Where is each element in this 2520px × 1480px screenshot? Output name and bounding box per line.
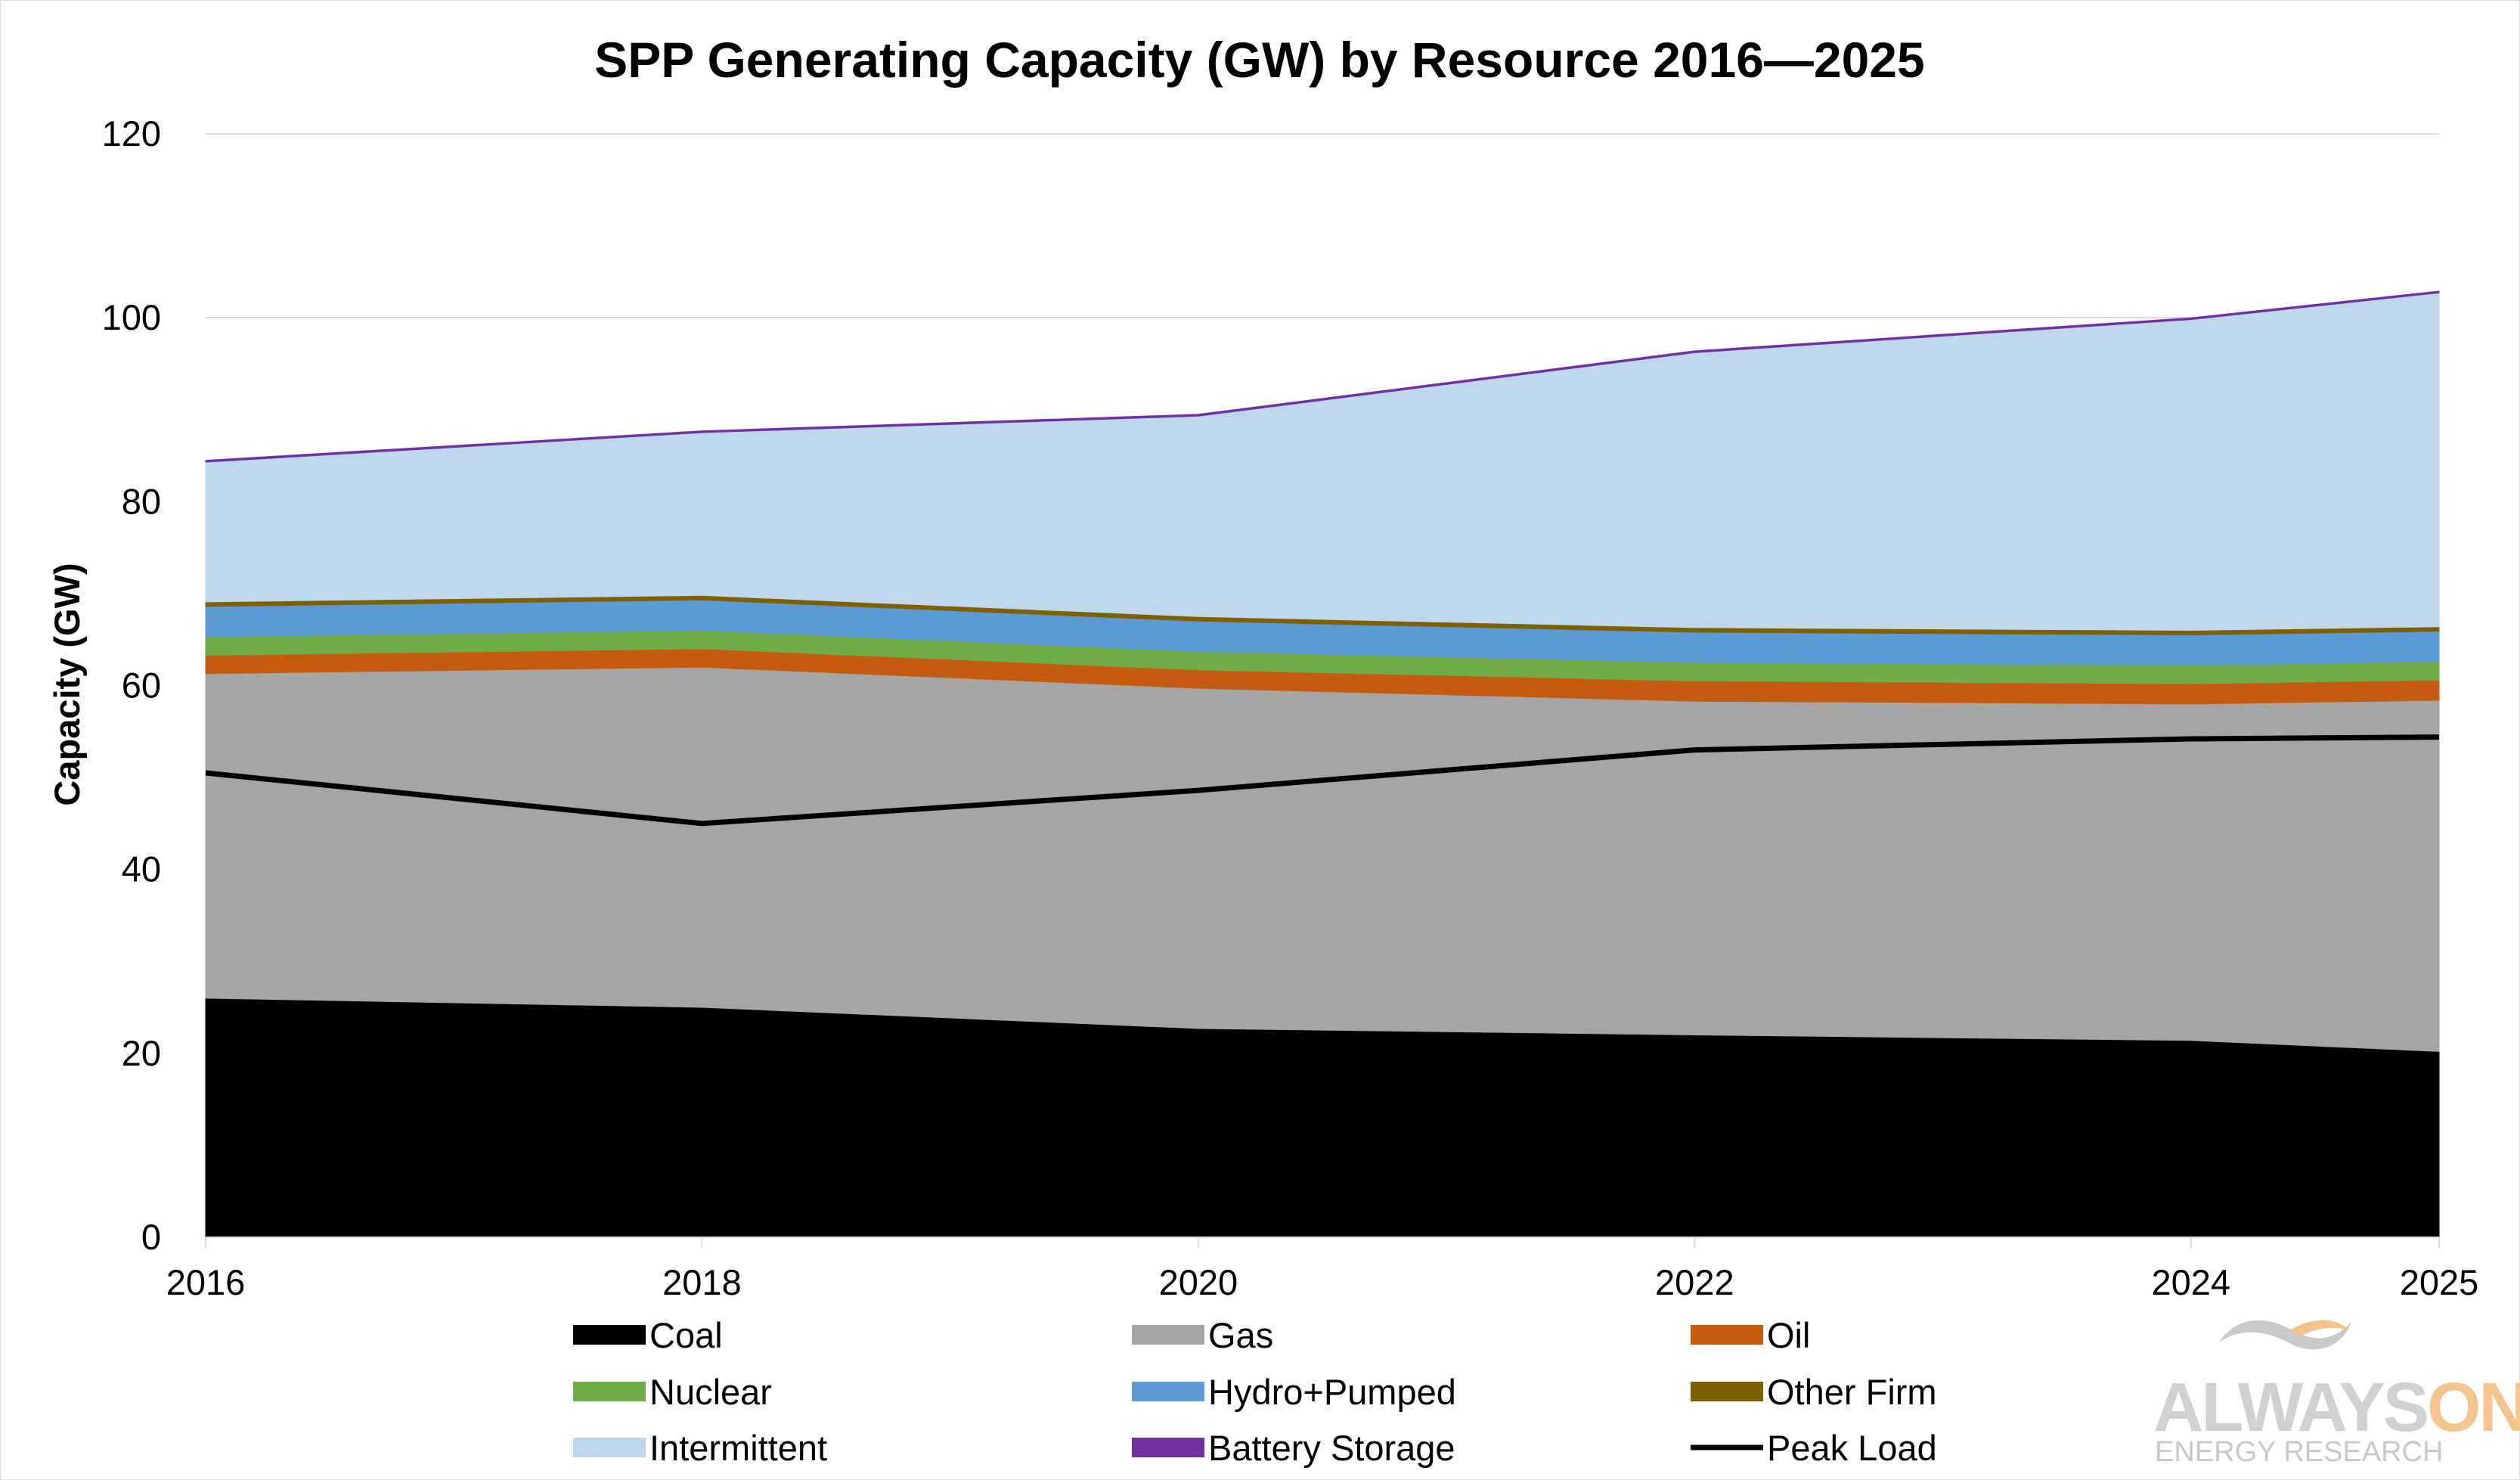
x-tick-label-2016: 2016 [166,1262,246,1302]
legend-item-battery-storage: Battery Storage [1132,1428,1455,1468]
legend-swatch-other-firm [1691,1382,1763,1401]
x-tick-label-2020: 2020 [1159,1262,1238,1302]
legend-label-nuclear: Nuclear [649,1372,772,1412]
area-gas [205,666,2440,1052]
legend-swatch-battery-storage [1132,1438,1204,1457]
legend-label-battery-storage: Battery Storage [1208,1428,1455,1468]
legend-item-nuclear: Nuclear [573,1372,772,1412]
legend-item-other-firm: Other Firm [1691,1372,1937,1412]
legend-label-other-firm: Other Firm [1767,1372,1937,1412]
y-tick-label-100: 100 [102,297,161,337]
legend-swatch-gas [1132,1325,1204,1345]
line-peak-load [205,734,2440,827]
legend-label-peak-load: Peak Load [1767,1428,1937,1468]
legend-item-peak-load: Peak Load [1691,1428,1937,1468]
area-series [205,290,2440,1238]
y-tick-label-0: 0 [141,1217,161,1257]
x-tick-label-2024: 2024 [2151,1262,2230,1302]
logo-swoosh-icon [2219,1320,2351,1350]
svg-text:ALWAYSON: ALWAYSON [2153,1369,2520,1446]
axes: 0 20 40 60 80 100 120 2016 2018 2020 2022 2024 2025 [102,113,2479,1302]
logo-sub: ENERGY RESEARCH [2155,1436,2444,1468]
y-tick-label-120: 120 [102,113,161,154]
y-tick-label-60: 60 [122,666,161,706]
logo-main-left: ALWAYS [2153,1369,2427,1446]
area-battery-storage [205,290,2440,463]
legend-label-intermittent: Intermittent [649,1428,827,1468]
legend-label-oil: Oil [1767,1315,1810,1355]
legend-item-intermittent: Intermittent [573,1428,827,1468]
y-tick-label-40: 40 [122,849,161,889]
legend-swatch-hydro-pumped [1132,1382,1204,1401]
legend-swatch-coal [573,1325,646,1345]
x-tick-label-2018: 2018 [662,1262,742,1302]
legend-swatch-intermittent [573,1438,646,1457]
legend: Coal Gas Oil Nuclear Hydro+Pumped Other Firm I… [573,1315,1937,1468]
legend-label-gas: Gas [1208,1315,1273,1355]
y-tick-label-20: 20 [122,1033,161,1073]
x-tick-label-2025: 2025 [2400,1262,2479,1302]
y-axis-label: Capacity (GW) [47,563,87,805]
y-tick-label-80: 80 [122,481,161,521]
legend-item-hydro-pumped: Hydro+Pumped [1132,1372,1456,1412]
legend-item-gas: Gas [1132,1315,1273,1355]
legend-item-coal: Coal [573,1315,723,1355]
legend-swatch-oil [1691,1325,1763,1345]
legend-swatch-nuclear [573,1382,646,1401]
legend-label-hydro-pumped: Hydro+Pumped [1208,1372,1456,1412]
chart-title: SPP Generating Capacity (GW) by Resource… [594,32,1924,88]
alwayson-logo: ALWAYSON ENERGY RESEARCH [2153,1320,2520,1468]
area-intermittent [205,292,2440,631]
legend-label-coal: Coal [649,1315,723,1355]
line-series [205,734,2440,827]
x-tick-label-2022: 2022 [1655,1262,1734,1302]
legend-item-oil: Oil [1691,1315,1810,1355]
logo-main-right: ON [2427,1369,2520,1446]
